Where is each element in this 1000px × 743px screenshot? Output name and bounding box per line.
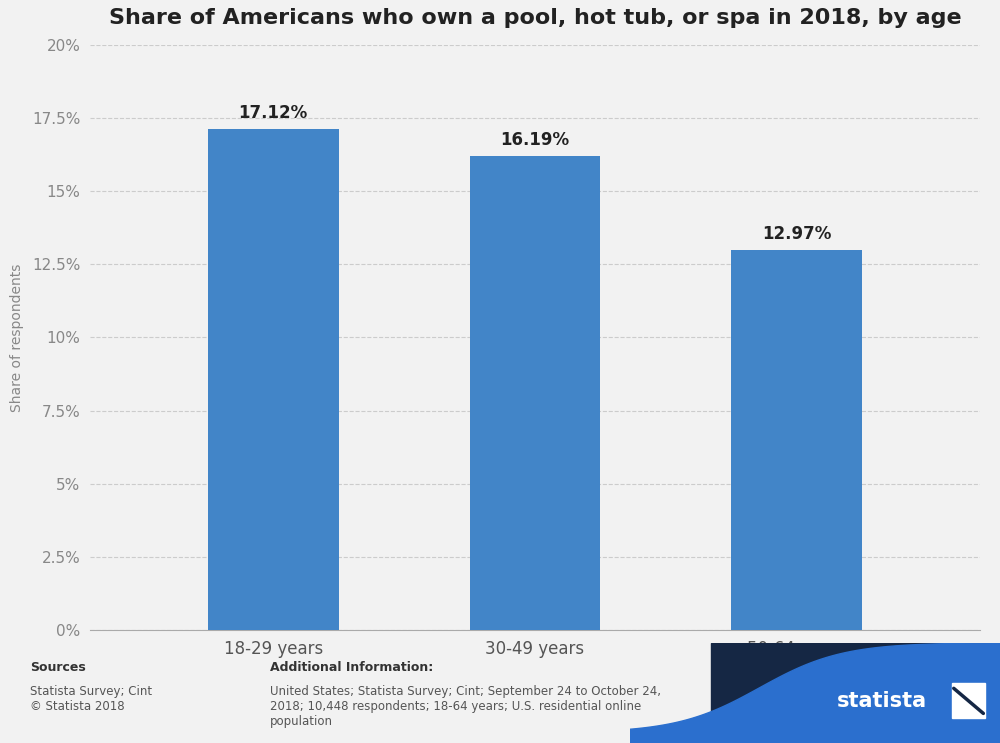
Polygon shape [952,684,985,718]
Bar [470,156,600,630]
Text: Sources: Sources [30,661,86,674]
Text: 12.97%: 12.97% [762,225,831,243]
Text: statista: statista [837,691,927,711]
Y-axis label: Share of respondents: Share of respondents [10,263,24,412]
Polygon shape [612,643,1000,743]
Polygon shape [711,643,1000,743]
Text: 16.19%: 16.19% [500,131,570,149]
Bar [731,250,862,630]
Text: Additional Information:: Additional Information: [270,661,433,674]
Text: 17.12%: 17.12% [239,103,308,122]
Text: Statista Survey; Cint
© Statista 2018: Statista Survey; Cint © Statista 2018 [30,685,152,713]
Bar [208,129,339,630]
Title: Share of Americans who own a pool, hot tub, or spa in 2018, by age: Share of Americans who own a pool, hot t… [109,7,961,27]
Text: United States; Statista Survey; Cint; September 24 to October 24,
2018; 10,448 r: United States; Statista Survey; Cint; Se… [270,685,661,728]
